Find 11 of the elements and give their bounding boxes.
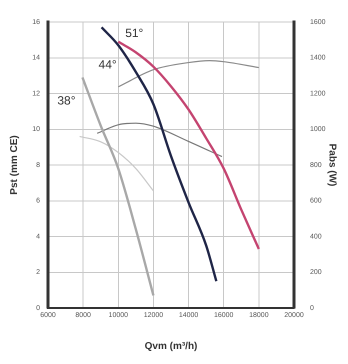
line-series [100, 26, 218, 282]
series-label: 38° [57, 94, 76, 108]
line-series [96, 122, 223, 158]
line-series [117, 40, 260, 250]
y2-axis-title: Pabs (W) [326, 144, 338, 186]
series-label: 51° [125, 26, 144, 40]
line-series [118, 60, 260, 88]
line-series [81, 76, 155, 297]
x-axis-title: Qvm (m³/h) [144, 340, 198, 352]
y-axis-title: Pst (mm CE) [8, 135, 20, 195]
series-label: 44° [98, 58, 117, 72]
